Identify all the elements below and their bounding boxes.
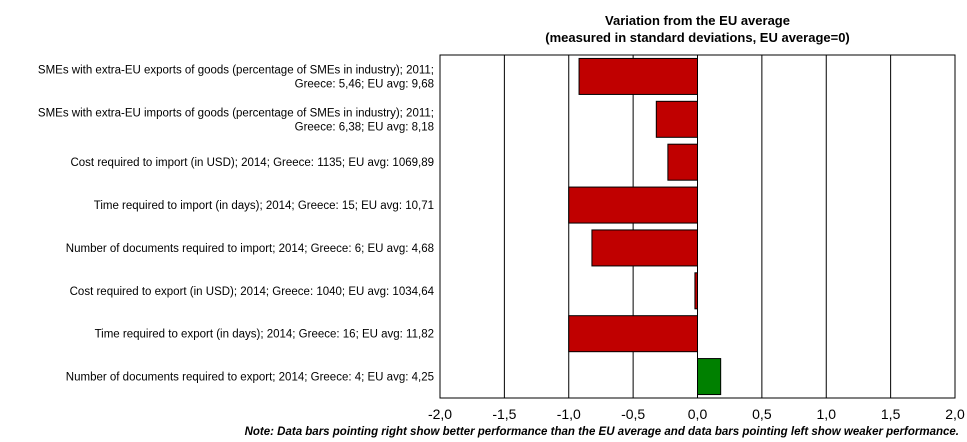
x-tick-label: -2,0 bbox=[428, 406, 452, 422]
x-tick-label: 2,0 bbox=[945, 406, 965, 422]
x-tick-label: 1,0 bbox=[817, 406, 837, 422]
category-label: Cost required to import (in USD); 2014; … bbox=[70, 157, 434, 169]
bar-chart: -2,0 -1,5 -1,0 -0,5 0,0 0,5 1,0 1,5 2,0 SMEs with… bbox=[38, 54, 965, 422]
x-tick-label: 1,5 bbox=[881, 406, 901, 422]
bar bbox=[667, 143, 699, 181]
x-tick-label: -0,5 bbox=[621, 406, 645, 422]
x-tick-label: 0,0 bbox=[688, 406, 708, 422]
bar bbox=[694, 272, 698, 310]
chart-subtitle: (measured in standard deviations, EU ave… bbox=[545, 30, 850, 45]
chart-note: Note: Data bars pointing right show bett… bbox=[244, 426, 959, 438]
x-tick-label: 0,5 bbox=[752, 406, 772, 422]
category-label: Number of documents required to export; … bbox=[66, 372, 434, 384]
bar bbox=[568, 186, 698, 224]
bar bbox=[591, 229, 698, 267]
category-label: Time required to import (in days); 2014;… bbox=[94, 200, 434, 212]
category-label: SMEs with extra-EU imports of goods (per… bbox=[38, 107, 434, 133]
bar bbox=[578, 57, 698, 95]
bar bbox=[568, 315, 698, 353]
category-label: SMEs with extra-EU exports of goods (per… bbox=[38, 64, 434, 90]
x-tick-label: -1,5 bbox=[492, 406, 516, 422]
category-label: Cost required to export (in USD); 2014; … bbox=[70, 286, 435, 298]
bar bbox=[697, 358, 722, 396]
chart-title-block: Variation from the EU average (measured … bbox=[440, 12, 955, 46]
x-tick-label: -1,0 bbox=[557, 406, 581, 422]
chart-title: Variation from the EU average bbox=[605, 13, 790, 28]
category-label: Time required to export (in days); 2014;… bbox=[95, 329, 434, 341]
category-label: Number of documents required to import; … bbox=[66, 243, 434, 255]
bar bbox=[655, 100, 698, 138]
